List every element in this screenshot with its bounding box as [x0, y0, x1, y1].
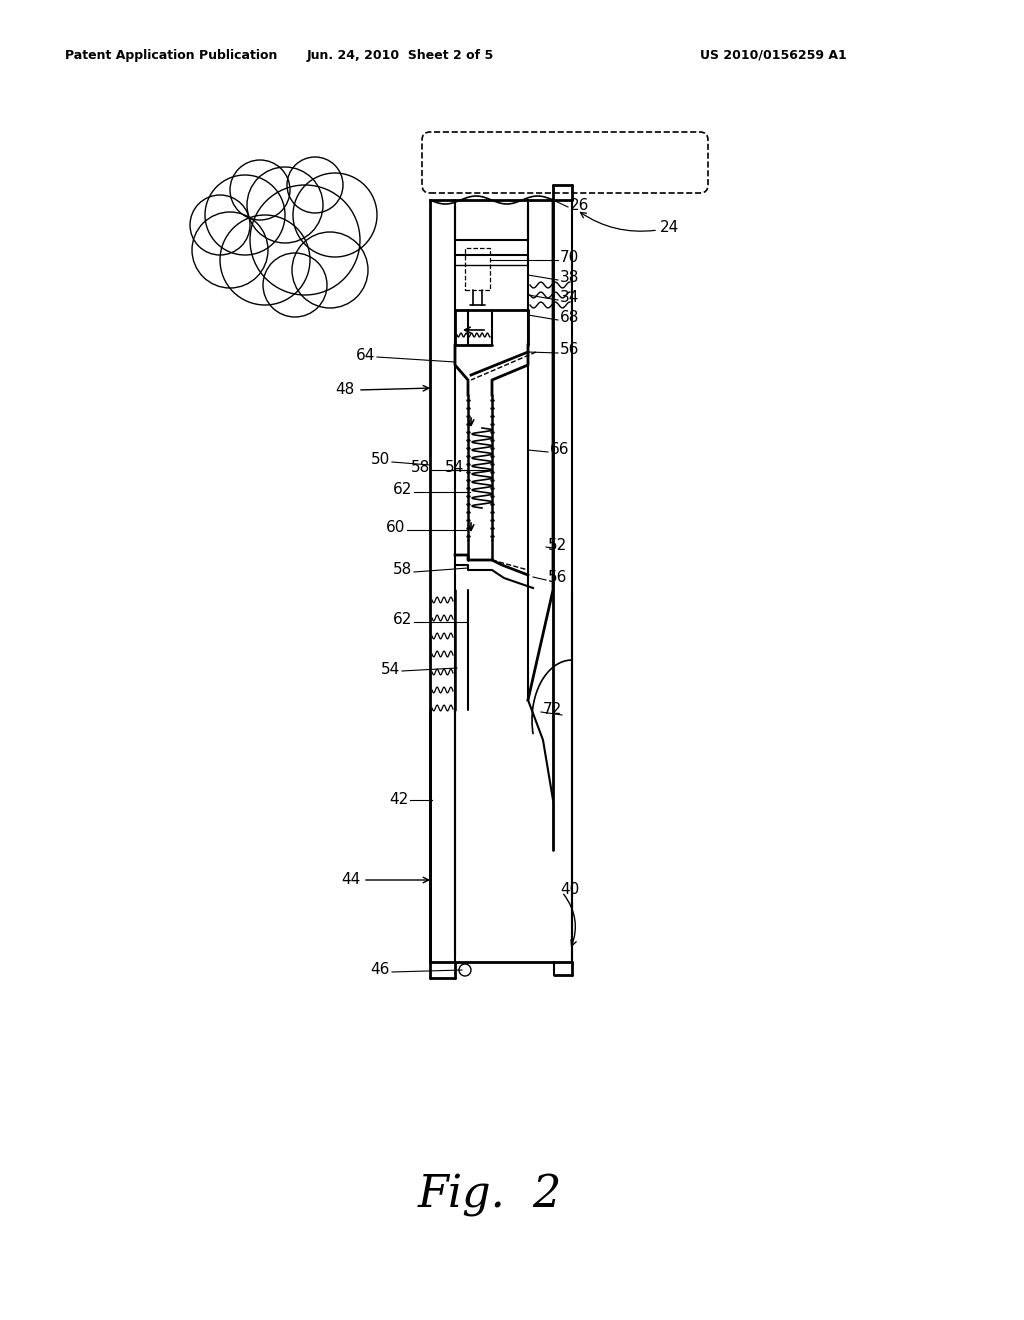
Text: Fig.  2: Fig. 2	[418, 1173, 562, 1217]
Text: 48: 48	[336, 383, 355, 397]
Text: 72: 72	[543, 702, 562, 718]
Text: 56: 56	[548, 570, 567, 586]
Text: 66: 66	[550, 442, 569, 458]
Text: 26: 26	[570, 198, 590, 213]
Text: 62: 62	[392, 612, 412, 627]
Text: 60: 60	[386, 520, 406, 536]
Text: 70: 70	[560, 251, 580, 265]
Text: US 2010/0156259 A1: US 2010/0156259 A1	[700, 49, 847, 62]
Text: 34: 34	[560, 290, 580, 305]
Text: 40: 40	[560, 883, 580, 898]
Text: 52: 52	[548, 537, 567, 553]
Text: 24: 24	[660, 220, 679, 235]
Bar	[465, 248, 490, 290]
Text: 46: 46	[371, 962, 390, 978]
Text: 68: 68	[560, 310, 580, 326]
Text: 58: 58	[393, 562, 412, 578]
Text: 62: 62	[392, 483, 412, 498]
Text: 38: 38	[560, 271, 580, 285]
Text: 50: 50	[371, 453, 390, 467]
Text: 44: 44	[341, 873, 360, 887]
Text: Jun. 24, 2010  Sheet 2 of 5: Jun. 24, 2010 Sheet 2 of 5	[306, 49, 494, 62]
Text: 58: 58	[411, 461, 430, 475]
Text: 54: 54	[445, 461, 464, 475]
Text: Patent Application Publication: Patent Application Publication	[65, 49, 278, 62]
Text: 64: 64	[355, 347, 375, 363]
Text: 56: 56	[560, 342, 580, 358]
Text: 54: 54	[381, 663, 400, 677]
Text: 42: 42	[389, 792, 408, 808]
